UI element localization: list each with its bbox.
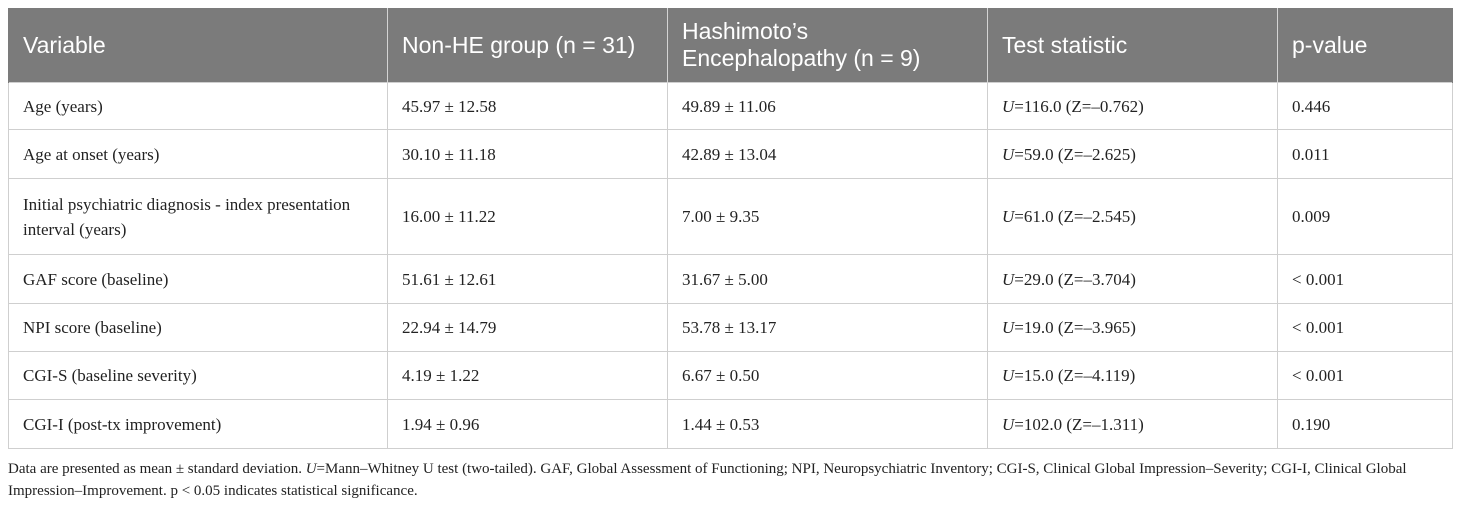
cell-p-value: < 0.001 — [1277, 254, 1453, 304]
stat-u-symbol: U — [1002, 207, 1015, 226]
footnote-u-symbol: U — [305, 461, 317, 477]
cell-test-statistic: U=102.0 (Z=–1.311) — [987, 399, 1278, 449]
cell-non-he: 22.94 ± 14.79 — [387, 303, 668, 352]
cell-variable: CGI-I (post-tx improvement) — [8, 399, 388, 449]
cell-test-statistic: U=116.0 (Z=–0.762) — [987, 82, 1278, 130]
cell-test-statistic: U=15.0 (Z=–4.119) — [987, 351, 1278, 400]
header-he-group: Hashimoto’s Encephalopathy (n = 9) — [667, 8, 988, 83]
cell-he: 6.67 ± 0.50 — [667, 351, 988, 400]
stat-value: =61.0 (Z=–2.545) — [1014, 207, 1136, 226]
table-row: Age at onset (years) 30.10 ± 11.18 42.89… — [8, 129, 1453, 179]
cell-he: 42.89 ± 13.04 — [667, 129, 988, 179]
header-test-statistic: Test statistic — [987, 8, 1278, 83]
table-row: CGI-S (baseline severity) 4.19 ± 1.22 6.… — [8, 351, 1453, 400]
stat-value: =59.0 (Z=–2.625) — [1014, 144, 1136, 164]
cell-he: 49.89 ± 11.06 — [667, 82, 988, 130]
header-non-he-group: Non-HE group (n = 31) — [387, 8, 668, 83]
cell-variable: NPI score (baseline) — [8, 303, 388, 352]
stat-u-symbol: U — [1002, 144, 1015, 164]
cell-he: 53.78 ± 13.17 — [667, 303, 988, 352]
table-row: CGI-I (post-tx improvement) 1.94 ± 0.96 … — [8, 399, 1453, 449]
cell-p-value: 0.011 — [1277, 129, 1453, 179]
cell-test-statistic: U=29.0 (Z=–3.704) — [987, 254, 1278, 304]
cell-p-value: 0.190 — [1277, 399, 1453, 449]
table-body: Age (years) 45.97 ± 12.58 49.89 ± 11.06 … — [8, 82, 1453, 449]
table-row: NPI score (baseline) 22.94 ± 14.79 53.78… — [8, 303, 1453, 352]
table-header: Variable Non-HE group (n = 31) Hashimoto… — [8, 8, 1453, 83]
stat-u-symbol: U — [1002, 366, 1015, 385]
results-table: Variable Non-HE group (n = 31) Hashimoto… — [8, 8, 1453, 449]
cell-he: 7.00 ± 9.35 — [667, 178, 988, 255]
results-table-container: Variable Non-HE group (n = 31) Hashimoto… — [8, 8, 1453, 449]
cell-non-he: 4.19 ± 1.22 — [387, 351, 668, 400]
stat-u-symbol: U — [1002, 318, 1015, 337]
stat-value: =19.0 (Z=–3.965) — [1014, 318, 1136, 337]
cell-non-he: 45.97 ± 12.58 — [387, 82, 668, 130]
cell-test-statistic: U=19.0 (Z=–3.965) — [987, 303, 1278, 352]
stat-u-symbol: U — [1002, 414, 1015, 434]
table-footnote: Data are presented as mean ± standard de… — [8, 458, 1452, 502]
table-row: GAF score (baseline) 51.61 ± 12.61 31.67… — [8, 254, 1453, 304]
cell-p-value: 0.446 — [1277, 82, 1453, 130]
cell-variable: GAF score (baseline) — [8, 254, 388, 304]
cell-p-value: < 0.001 — [1277, 351, 1453, 400]
cell-he: 31.67 ± 5.00 — [667, 254, 988, 304]
cell-variable: CGI-S (baseline severity) — [8, 351, 388, 400]
cell-variable: Age (years) — [8, 82, 388, 130]
stat-value: =116.0 (Z=–0.762) — [1014, 96, 1144, 116]
header-row: Variable Non-HE group (n = 31) Hashimoto… — [8, 8, 1453, 83]
cell-non-he: 51.61 ± 12.61 — [387, 254, 668, 304]
table-row: Initial psychiatric diagnosis - index pr… — [8, 178, 1453, 255]
footnote-part1: Data are presented as mean ± standard de… — [8, 461, 306, 477]
footnote-part2: =Mann–Whitney U test (two-tailed). GAF, … — [8, 461, 1407, 499]
stat-value: =15.0 (Z=–4.119) — [1014, 366, 1136, 385]
cell-non-he: 1.94 ± 0.96 — [387, 399, 668, 449]
cell-non-he: 30.10 ± 11.18 — [387, 129, 668, 179]
header-variable: Variable — [8, 8, 388, 83]
table-row: Age (years) 45.97 ± 12.58 49.89 ± 11.06 … — [8, 82, 1453, 130]
cell-p-value: 0.009 — [1277, 178, 1453, 255]
stat-value: =29.0 (Z=–3.704) — [1014, 269, 1136, 289]
stat-u-symbol: U — [1002, 269, 1015, 289]
cell-variable: Age at onset (years) — [8, 129, 388, 179]
cell-p-value: < 0.001 — [1277, 303, 1453, 352]
cell-variable: Initial psychiatric diagnosis - index pr… — [8, 178, 388, 255]
header-p-value: p-value — [1277, 8, 1453, 83]
cell-test-statistic: U=61.0 (Z=–2.545) — [987, 178, 1278, 255]
cell-non-he: 16.00 ± 11.22 — [387, 178, 668, 255]
stat-value: =102.0 (Z=–1.311) — [1014, 414, 1144, 434]
stat-u-symbol: U — [1002, 96, 1015, 116]
cell-he: 1.44 ± 0.53 — [667, 399, 988, 449]
cell-test-statistic: U=59.0 (Z=–2.625) — [987, 129, 1278, 179]
